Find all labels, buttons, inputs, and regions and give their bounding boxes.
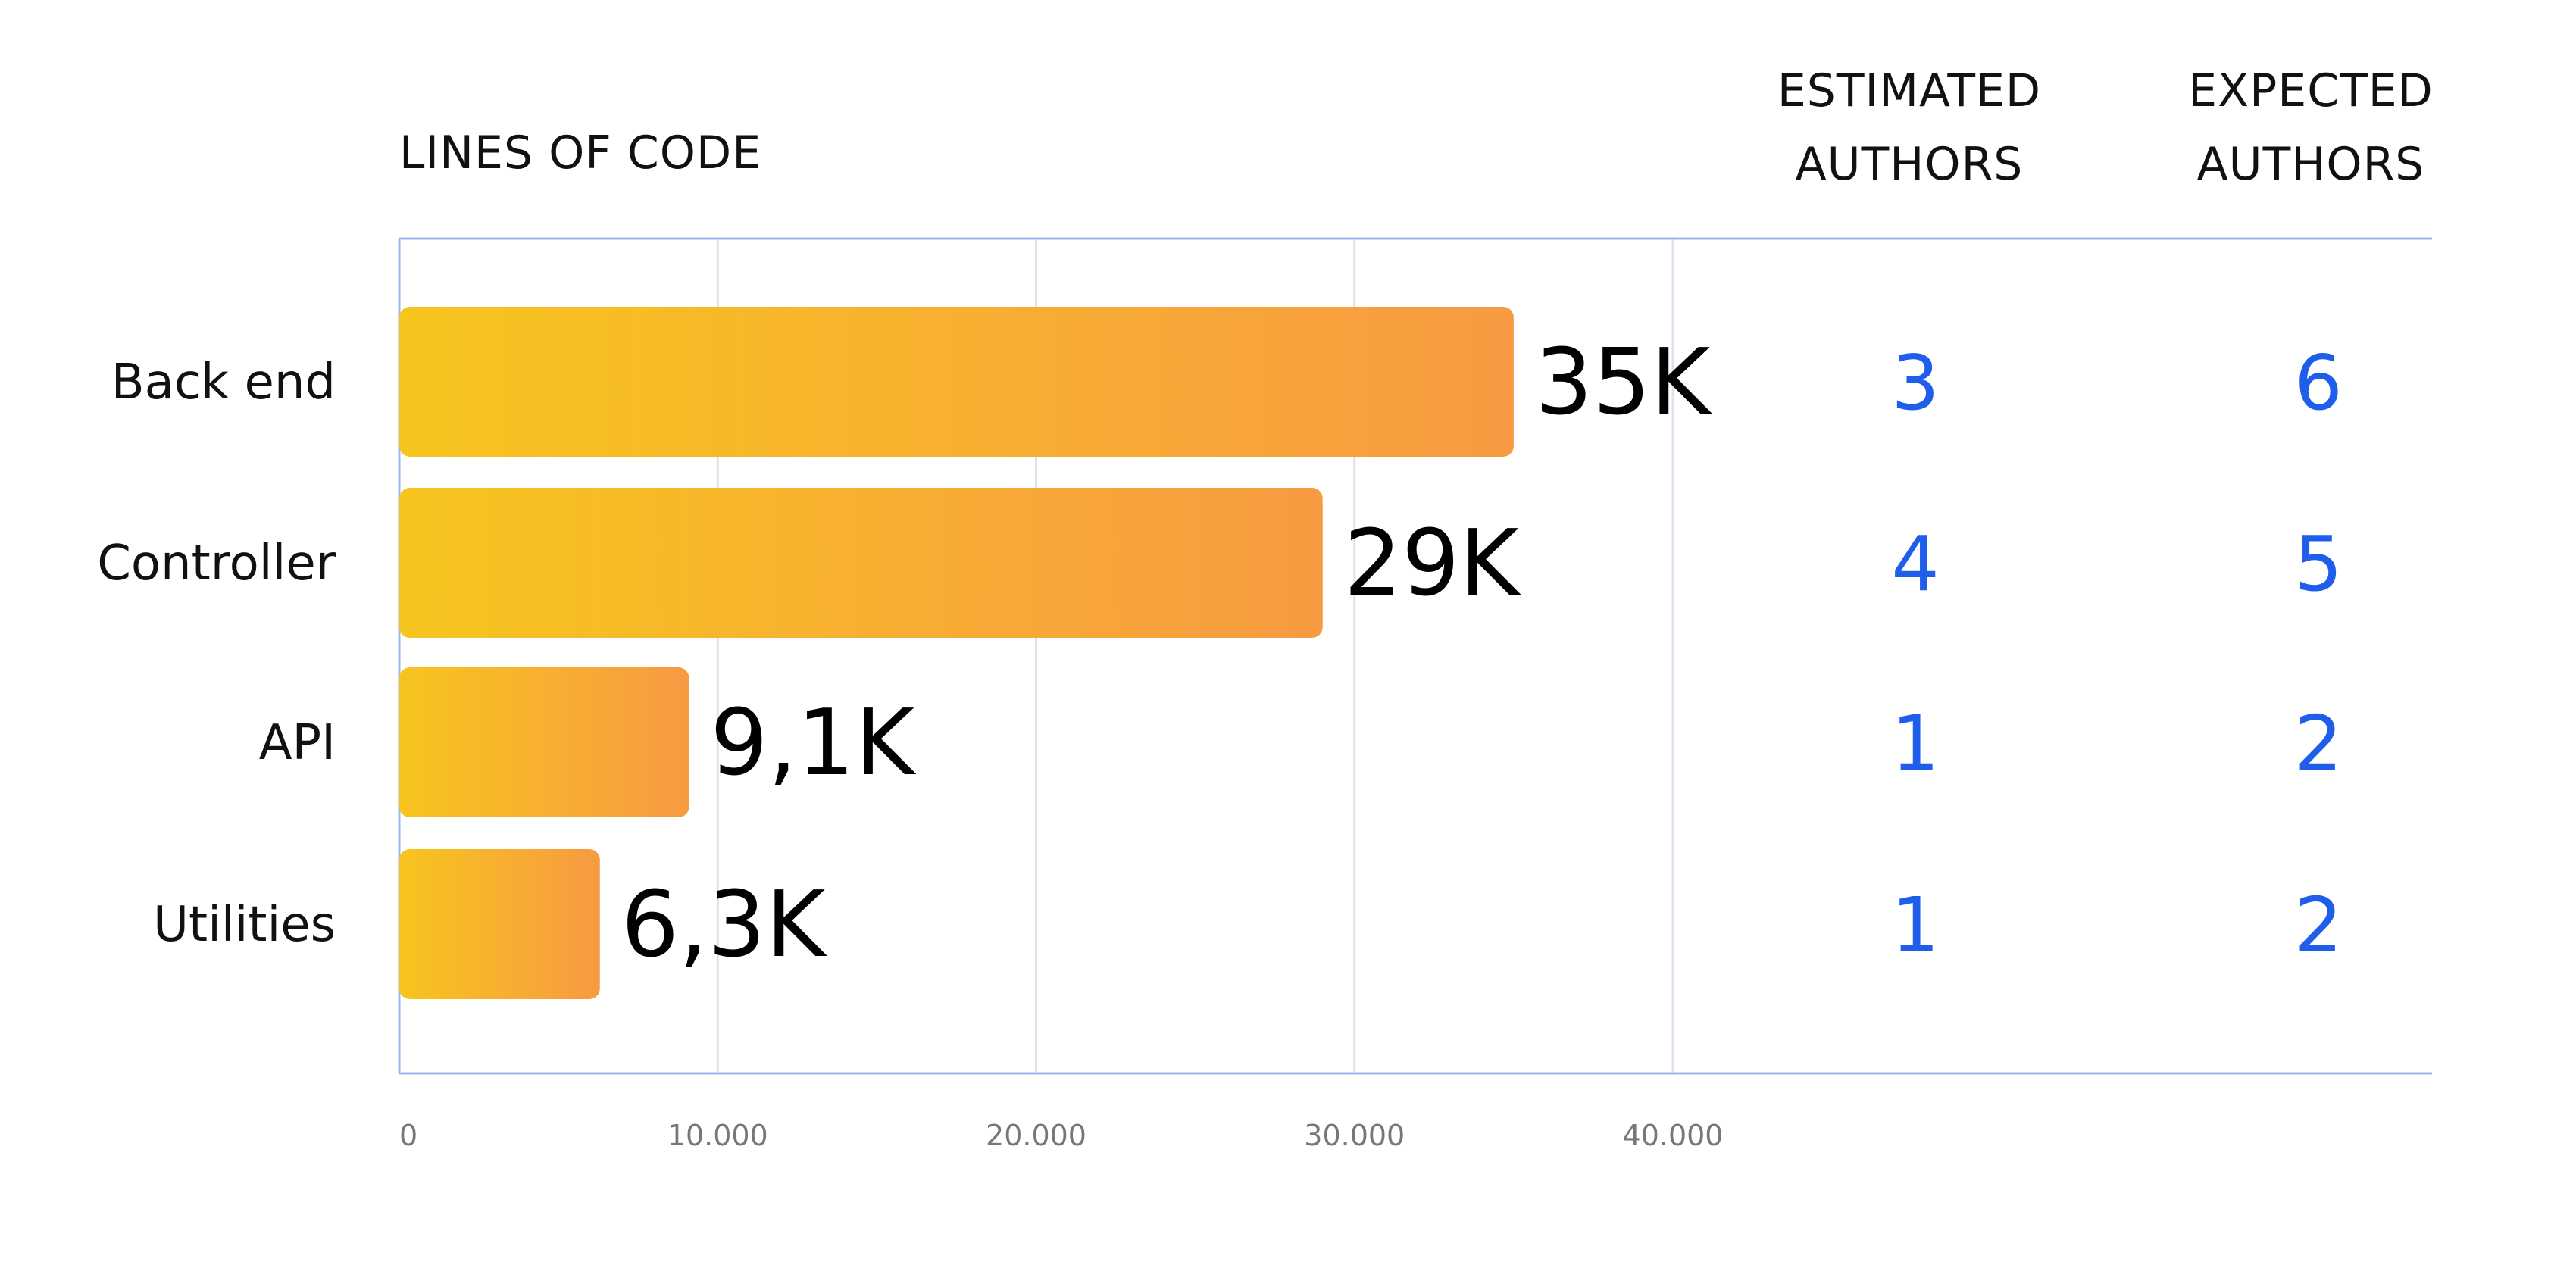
value-label: 29K [1344,511,1522,617]
estimated-authors-header: ESTIMATED [1777,64,2041,117]
category-label: API [259,715,336,771]
category-label: Back end [111,355,336,411]
category-labels: Back end Controller API Utilities [97,355,336,953]
category-label: Controller [97,536,336,592]
x-tick-label: 10.000 [667,1119,768,1152]
x-tick-label: 0 [399,1119,417,1152]
estimated-authors-value: 1 [1891,699,1940,788]
expected-authors-header: EXPECTED [2188,64,2434,117]
bar [399,307,1514,457]
value-label: 9,1K [710,691,917,796]
estimated-authors-value: 3 [1891,339,1940,427]
expected-authors-value: 2 [2294,699,2343,788]
x-tick-label: 20.000 [986,1119,1086,1152]
bar [399,667,689,817]
value-label: 35K [1535,330,1713,436]
expected-authors-value: 2 [2294,881,2343,970]
estimated-authors-value: 1 [1891,881,1940,970]
expected-authors-value: 6 [2294,339,2343,427]
expected-authors-header: AUTHORS [2197,138,2425,191]
bars [399,307,1514,999]
bar [399,849,600,999]
expected-authors-value: 5 [2294,520,2343,608]
category-label: Utilities [153,897,336,953]
estimated-authors-value: 4 [1891,520,1940,608]
value-label: 6,3K [621,873,828,978]
estimated-authors-header: AUTHORS [1796,138,2024,191]
x-tick-label: 30.000 [1304,1119,1405,1152]
author-columns: 3 4 1 1 6 5 2 2 [1891,339,2343,970]
lines-of-code-chart: LINES OF CODE ESTIMATED AUTHORS EXPECTED… [0,0,2576,1265]
x-tick-label: 40.000 [1623,1119,1724,1152]
bar [399,488,1323,638]
x-tick-labels: 0 10.000 20.000 30.000 40.000 [399,1119,1723,1152]
chart-title: LINES OF CODE [399,126,761,180]
